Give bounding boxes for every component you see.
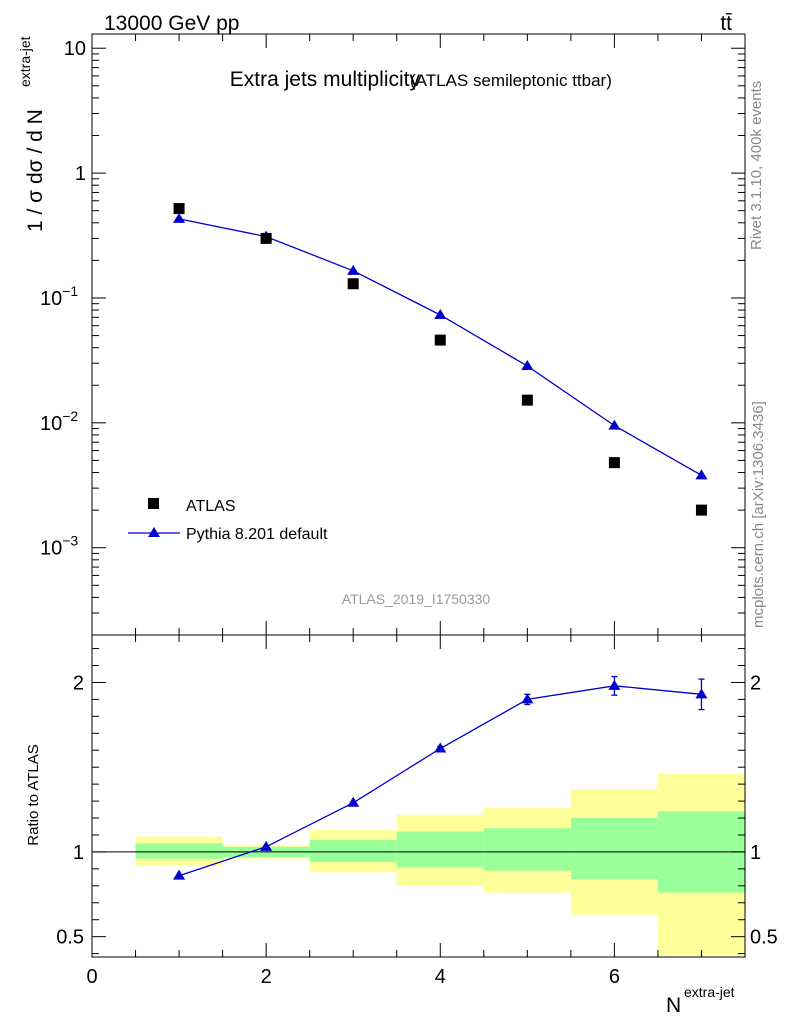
chart-subtitle: (ATLAS semileptonic ttbar) (410, 71, 612, 90)
atlas-point (608, 457, 620, 469)
atlas-point (173, 203, 185, 215)
pythia-point (347, 264, 360, 275)
rivet-info-label: Rivet 3.1.10, 400k events (748, 81, 765, 250)
ratio-y-axis-label: Ratio to ATLAS (25, 744, 42, 845)
analysis-id-label: ATLAS_2019_I1750330 (342, 591, 491, 607)
x-axis-label-text: N (666, 994, 681, 1017)
legend: ATLAS Pythia 8.201 default (128, 498, 328, 543)
atlas-point (347, 278, 359, 290)
inner-uncertainty-band (570, 818, 658, 880)
chart-title: Extra jets multiplicity (230, 68, 421, 91)
x-tick-label: 2 (261, 966, 272, 988)
ratio-point (260, 840, 273, 851)
ratio-plot-frame (91, 634, 746, 958)
source-label: mcplots.cern.ch [arXiv:1306.3436] (750, 401, 767, 628)
pythia-series-line (178, 218, 702, 476)
main-y-axis-label-text: 1 / σ dσ / d N (24, 109, 47, 232)
legend-atlas-label: ATLAS (186, 498, 236, 515)
x-tick-label: 6 (609, 966, 620, 988)
ratio-point (173, 869, 186, 880)
main-y-tick-label: 1 (75, 163, 86, 185)
x-axis-label-sup: extra-jet (684, 984, 735, 1000)
ratio-point (521, 693, 534, 704)
ratio-point (695, 688, 708, 699)
atlas-point (695, 504, 707, 516)
pythia-point (173, 212, 186, 223)
x-axis-label: N extra-jet (666, 984, 735, 1017)
main-y-tick-label: 10 (64, 38, 86, 60)
ratio-y-tick-label-right: 0.5 (750, 927, 778, 949)
pythia-point (695, 469, 708, 480)
process-label: tt̄ (720, 12, 732, 35)
legend-pythia-marker (148, 527, 160, 537)
x-tick-label: 0 (86, 966, 97, 988)
legend-pythia-label: Pythia 8.201 default (186, 526, 328, 543)
inner-uncertainty-band (483, 828, 571, 871)
ratio-point (608, 679, 621, 690)
inner-uncertainty-band (309, 840, 397, 863)
energy-label: 13000 GeV pp (104, 12, 239, 35)
main-plot-frame (91, 33, 746, 636)
main-y-tick-label: 10−1 (40, 283, 78, 310)
pythia-point (434, 309, 447, 320)
atlas-point (521, 394, 533, 406)
inner-uncertainty-band (396, 831, 484, 868)
x-tick-label: 4 (435, 966, 446, 988)
pythia-point (521, 360, 534, 371)
inner-uncertainty-band (135, 843, 223, 859)
atlas-point (260, 232, 272, 244)
main-y-tick-label: 10−3 (40, 533, 78, 560)
main-y-tick-label: 10−2 (40, 408, 78, 435)
atlas-point (434, 334, 446, 346)
ratio-point (347, 796, 360, 807)
ratio-panel: 0.5 0.5 1 1 2 2 0 2 4 6 Ratio to ATLAS N extra-je… (25, 634, 778, 1017)
main-y-axis-label-sup: extra-jet (17, 36, 33, 87)
legend-atlas-marker (148, 498, 159, 509)
ratio-y-tick-label-right: 2 (750, 672, 761, 694)
ratio-y-tick-label: 1 (73, 842, 84, 864)
main-y-ticks: 10 1 10−1 10−2 10−3 (40, 34, 746, 636)
pythia-point (608, 419, 621, 430)
main-y-axis-label: 1 / σ dσ / d N extra-jet (17, 36, 47, 232)
ratio-point (434, 742, 447, 753)
ratio-y-tick-label-right: 1 (750, 842, 761, 864)
ratio-y-tick-label: 0.5 (56, 927, 84, 949)
ratio-ticks: 0.5 0.5 1 1 2 2 0 2 4 6 (56, 635, 778, 988)
ratio-y-tick-label: 2 (73, 672, 84, 694)
